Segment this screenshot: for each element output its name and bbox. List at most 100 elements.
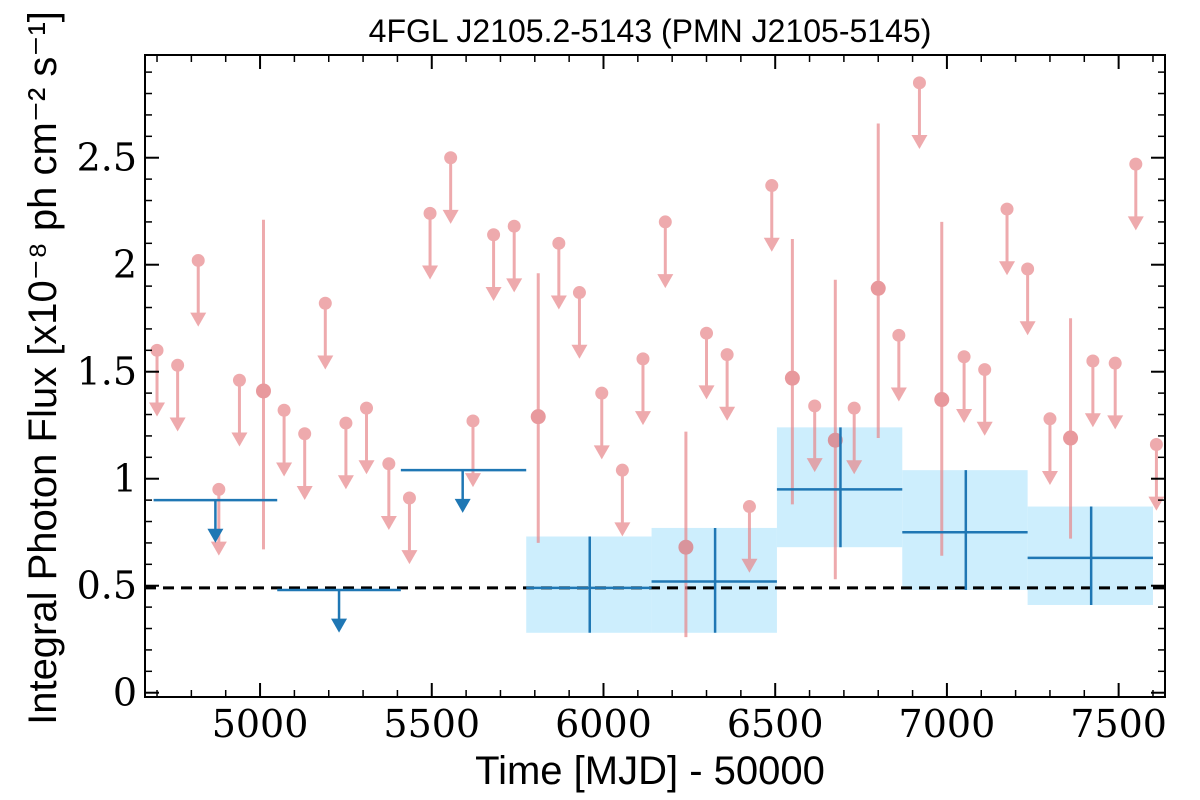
upper-limit-arrowhead [634,411,651,426]
upper-limit-arrowhead [169,417,186,432]
monthly-upper-limit [956,350,973,423]
detection-marker [870,280,886,296]
axes-layer: 5000 5500 6000 6500 7000 7500 0 0.5 1 1.5 2 2.5 [77,54,1167,746]
monthly-detection [678,431,694,638]
yearly-detection [776,427,903,548]
monthly-upper-limit [657,215,674,289]
y-tick-label: 0.5 [77,564,137,608]
monthly-upper-limit [846,401,863,475]
upper-limit-arrowhead [485,286,502,301]
monthly-upper-limit [442,151,459,224]
detection-marker [530,409,546,425]
upper-limit-arrowhead [999,261,1016,276]
upper-limit-marker [572,286,586,300]
upper-limit-marker [150,343,164,357]
monthly-detection [784,239,800,505]
upper-limit-marker [765,179,779,193]
upper-limit-marker [595,386,609,400]
upper-limit-arrowhead [763,237,780,252]
monthly-detection [1063,318,1079,539]
upper-limit-arrowhead [149,402,166,417]
detection-marker [1063,430,1079,446]
upper-limit-marker [978,363,992,377]
monthly-upper-limit [911,76,928,150]
monthly-upper-limit [358,401,375,475]
upper-limit-marker [171,358,185,372]
upper-limit-arrowhead [1041,471,1058,485]
monthly-upper-limit [614,463,631,537]
upper-limit-arrowhead [698,385,715,400]
upper-limit-arrowhead [442,209,459,224]
plot-frame [144,54,1166,698]
upper-limit-arrowhead [296,485,313,500]
upper-limit-arrowhead [276,462,293,477]
monthly-upper-limit [422,206,439,280]
upper-limit-arrowhead [1107,415,1124,430]
upper-limit-marker [615,463,629,477]
upper-limit-arrowhead [464,473,481,488]
chart-title: 4FGL J2105.2-5143 (PMN J2105-5145) [369,13,932,49]
upper-limit-arrowhead [719,406,736,421]
upper-limit-marker [402,491,416,505]
monthly-upper-limit [380,457,397,530]
upper-limit-marker [912,76,926,90]
upper-limit-marker [552,236,566,250]
upper-limit-arrowhead [657,274,674,289]
yearly-ul-arrowhead [454,498,471,513]
upper-limit-arrowhead [401,550,418,565]
monthly-upper-limit [550,236,567,310]
upper-limit-marker [847,401,861,415]
upper-limit-marker [742,500,756,514]
upper-limit-marker [1043,412,1057,426]
upper-limit-marker [444,151,458,165]
monthly-upper-limit [1041,412,1058,485]
monthly-detection [827,279,843,580]
upper-limit-arrowhead [317,355,334,370]
upper-limit-arrowhead [358,460,375,475]
upper-limit-marker [808,399,822,413]
upper-limit-marker [277,403,291,417]
monthly-upper-limit [1019,262,1036,336]
monthly-upper-limit [485,228,502,301]
upper-limit-arrowhead [614,522,631,537]
upper-limit-marker [720,348,734,362]
detection-marker [678,539,694,555]
monthly-upper-limit [741,500,758,573]
upper-limit-arrowhead [741,558,758,573]
upper-limit-marker [1000,202,1014,216]
monthly-upper-limit [1127,157,1144,231]
upper-limit-arrowhead [210,541,227,556]
yearly-upper-limit [400,468,527,513]
upper-limit-marker [1129,157,1143,171]
upper-limit-arrowhead [806,458,823,473]
x-tick-label: 6000 [555,702,652,746]
x-axis-label: Time [MJD] - 50000 [475,749,825,793]
upper-limit-marker [212,482,226,496]
upper-limit-arrowhead [846,460,863,475]
upper-limit-arrowhead [1084,413,1101,428]
x-tick-label: 5500 [383,702,480,746]
x-tick-label: 6500 [727,702,824,746]
monthly-upper-limit [169,358,186,432]
monthly-upper-limit [337,416,354,490]
upper-limit-arrowhead [1019,321,1036,336]
detection-marker [255,383,271,399]
monthly-upper-limit [806,399,823,473]
yearly-detection [902,470,1028,590]
monthly-upper-limit [401,491,418,565]
upper-limit-arrowhead [231,432,248,447]
y-tick-label: 1 [113,457,137,501]
monthly-upper-limit [634,352,651,426]
y-tick-label: 2.5 [77,136,137,180]
upper-limit-arrowhead [571,344,588,359]
upper-limit-arrowhead [1127,216,1144,231]
monthly-upper-limit [149,343,166,417]
y-axis-label: Integral Photon Flux [x10⁻⁸ ph cm⁻² s⁻¹] [21,11,65,725]
upper-limit-arrowhead [190,312,207,327]
monthly-upper-limit [698,326,715,400]
upper-limit-marker [487,228,501,242]
upper-limit-arrowhead [506,278,523,293]
monthly-upper-limit [317,296,334,370]
detection-marker [784,370,800,386]
